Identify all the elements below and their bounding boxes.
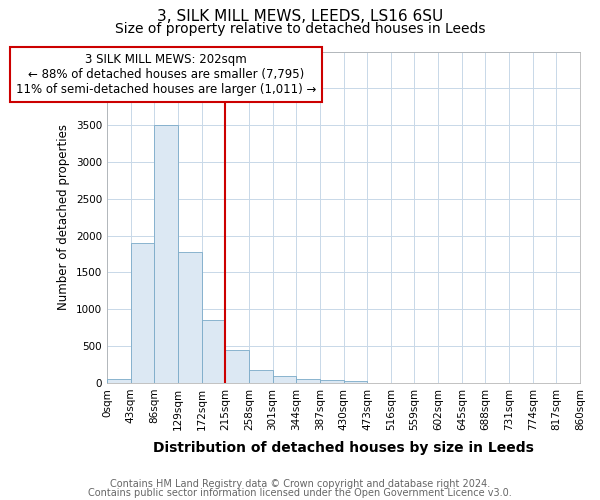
Text: Contains HM Land Registry data © Crown copyright and database right 2024.: Contains HM Land Registry data © Crown c… <box>110 479 490 489</box>
Text: 3, SILK MILL MEWS, LEEDS, LS16 6SU: 3, SILK MILL MEWS, LEEDS, LS16 6SU <box>157 9 443 24</box>
Text: Size of property relative to detached houses in Leeds: Size of property relative to detached ho… <box>115 22 485 36</box>
Bar <box>154 125 178 383</box>
Text: Contains public sector information licensed under the Open Government Licence v3: Contains public sector information licen… <box>88 488 512 498</box>
Bar <box>272 376 296 383</box>
Bar <box>320 380 344 383</box>
Bar <box>107 379 131 383</box>
Y-axis label: Number of detached properties: Number of detached properties <box>58 124 70 310</box>
Bar <box>296 379 320 383</box>
Bar <box>225 350 249 383</box>
Bar <box>131 243 154 383</box>
Bar <box>249 370 272 383</box>
Bar <box>344 382 367 383</box>
X-axis label: Distribution of detached houses by size in Leeds: Distribution of detached houses by size … <box>153 441 534 455</box>
Text: 3 SILK MILL MEWS: 202sqm
← 88% of detached houses are smaller (7,795)
11% of sem: 3 SILK MILL MEWS: 202sqm ← 88% of detach… <box>16 53 316 96</box>
Bar <box>202 320 225 383</box>
Bar <box>178 252 202 383</box>
